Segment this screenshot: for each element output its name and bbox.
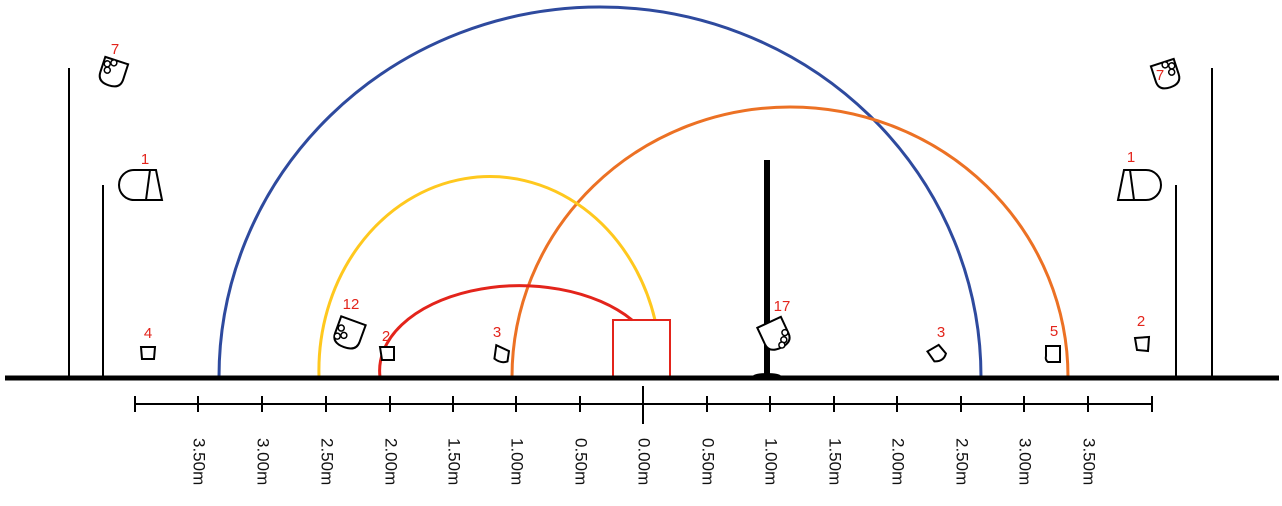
- scale-label: 2.50m: [953, 438, 972, 485]
- scale-label: 1.50m: [445, 438, 464, 485]
- red-coverage-arc: [378, 284, 633, 378]
- scale-label: 3.00m: [1016, 438, 1035, 485]
- floodlight-icon: [1116, 169, 1162, 201]
- scale-label: 1.00m: [762, 438, 781, 485]
- blue-coverage-arc: [217, 5, 983, 378]
- scale-label: 3.50m: [1080, 438, 1099, 485]
- fixture-label: 4: [144, 325, 152, 342]
- floor-light-icon: [1133, 335, 1151, 353]
- fixture-label: 7: [1156, 67, 1164, 84]
- scale-label: 2.00m: [382, 438, 401, 485]
- floor-light-icon: [139, 346, 157, 360]
- fixture-label: 1: [1127, 149, 1135, 166]
- multi-head-lamp-icon: [98, 55, 130, 88]
- fixture-label: 1: [141, 151, 149, 168]
- pole-base: [753, 373, 781, 379]
- scale-label: 2.00m: [889, 438, 908, 485]
- scale-label: 3.00m: [254, 438, 273, 485]
- fixture-label: 7: [111, 41, 119, 58]
- fixture-label: 2: [1137, 313, 1145, 330]
- yellow-coverage-arc: [317, 175, 657, 378]
- fixture-label: 12: [343, 296, 360, 313]
- scale-label: 2.50m: [318, 438, 337, 485]
- floodlight-icon: [118, 169, 164, 201]
- floor-light-icon: [1044, 345, 1061, 363]
- fixture-label: 2: [382, 328, 390, 345]
- scale-label: 3.50m: [190, 438, 209, 485]
- fixture-label: 5: [1050, 323, 1058, 340]
- red-box: [612, 319, 671, 378]
- scale-label: 1.50m: [826, 438, 845, 485]
- fixture-label: 17: [774, 298, 791, 315]
- fixture-label: 3: [937, 324, 945, 341]
- multi-head-lamp-icon: [1149, 57, 1181, 90]
- scale-ruler: 3.50m 3.00m 2.50m 2.00m 1.50m 1.00m 0.50m 0.00m…: [134, 386, 1153, 485]
- scale-label: 0.00m: [635, 438, 654, 485]
- scale-label: 0.50m: [699, 438, 718, 485]
- floor-light-icon: [925, 343, 948, 363]
- floor-light-icon: [378, 346, 395, 361]
- scale-label: 0.50m: [572, 438, 591, 485]
- floor-light-icon: [493, 343, 511, 364]
- scale-label: 1.00m: [508, 438, 527, 485]
- fixture-label: 3: [493, 324, 501, 341]
- multi-head-lamp-icon: [333, 315, 367, 350]
- orange-coverage-arc: [510, 105, 1070, 378]
- multi-head-lamp-icon: [755, 315, 791, 351]
